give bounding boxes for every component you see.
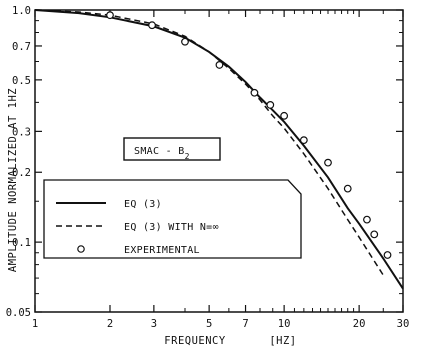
experimental-point	[343, 184, 352, 193]
legend-box	[43, 179, 302, 259]
station-label-subscript: 2	[185, 152, 190, 161]
y-tick-label: 0.7	[12, 41, 31, 53]
experimental-point	[215, 61, 224, 69]
x-axis-title: FREQUENCY	[164, 335, 226, 347]
legend-experimental-marker	[77, 245, 85, 253]
experimental-point	[280, 111, 289, 120]
experimental-point	[266, 101, 275, 109]
y-tick-label: 1.0	[12, 5, 31, 17]
experimental-point	[181, 37, 189, 46]
x-tick-label: 10	[278, 318, 291, 330]
experimental-point	[363, 215, 371, 224]
x-tick-label: 20	[353, 318, 366, 330]
x-axis-unit: [HZ]	[269, 335, 296, 347]
y-tick-label: 0.2	[12, 167, 31, 179]
x-tick-label: 30	[397, 318, 410, 330]
experimental-point	[370, 230, 379, 239]
x-tick-label: 3	[151, 318, 157, 330]
x-tick-label: 2	[107, 318, 113, 330]
series-group	[34, 9, 404, 290]
x-tick-label: 7	[242, 318, 248, 330]
experimental-point	[148, 21, 156, 30]
plot-frame	[34, 9, 404, 313]
y-tick-label: 0.5	[12, 75, 31, 87]
legend-label-eq3: EQ (3)	[124, 199, 162, 210]
y-axis-title: AMPLITUDE NORMALIZED AT 1HZ	[7, 88, 19, 272]
legend-label-eq3-n-inf: EQ (3) WITH N=∞	[124, 222, 219, 233]
station-label: SMAC - B2	[134, 146, 190, 161]
y-tick-label: 0.3	[12, 126, 31, 138]
axis-labels-group: 1 2 3 5 7 10 20 30 0.05 0.1 0.2 0.3 0.5 0.7 1.0	[6, 5, 410, 330]
experimental-point	[250, 88, 259, 97]
plot-frame-group	[34, 9, 404, 313]
experimental-point	[383, 251, 392, 259]
experimental-point	[299, 136, 308, 145]
legend-label-experimental: EXPERIMENTAL	[124, 245, 200, 256]
station-label-main: SMAC - B	[134, 146, 185, 157]
series-line-eq3	[34, 9, 404, 290]
station-label-box	[123, 137, 221, 161]
axis-ticks-group	[34, 9, 404, 313]
x-tick-label: 5	[206, 318, 212, 330]
y-tick-label: 0.05	[6, 307, 31, 319]
experimental-point	[324, 158, 332, 167]
y-tick-label: 0.1	[12, 237, 31, 249]
experimental-point	[106, 11, 114, 20]
x-tick-label: 1	[32, 318, 38, 330]
